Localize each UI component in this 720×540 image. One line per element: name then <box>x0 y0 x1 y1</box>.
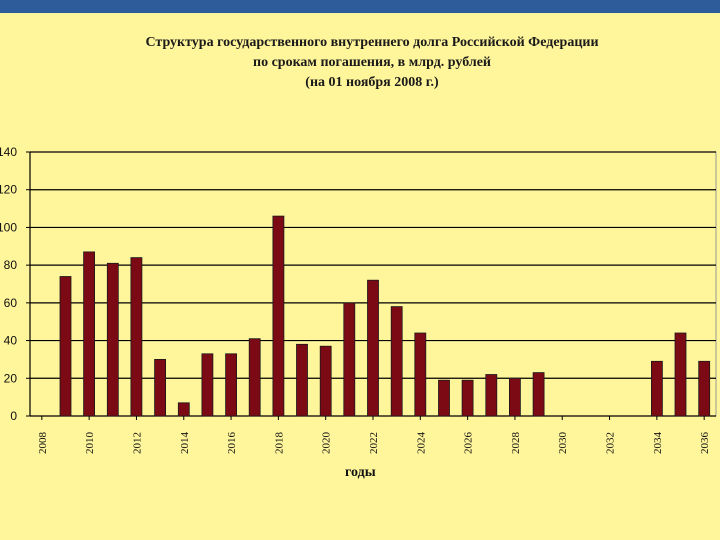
x-tick-label: 2024 <box>415 432 427 455</box>
y-tick-label: 20 <box>4 371 18 385</box>
x-tick-label: 2020 <box>321 432 333 455</box>
x-tick-label: 2032 <box>605 432 617 454</box>
bar-2016 <box>225 353 238 417</box>
bar-2025 <box>438 379 450 417</box>
bar-2023 <box>390 306 403 417</box>
x-tick-label: 2012 <box>131 432 143 454</box>
bar-2018 <box>272 215 285 417</box>
bar-2028 <box>508 377 521 417</box>
chart-title-line-2: по срокам погашения, в млрд. рублей <box>253 55 491 70</box>
bar-2009 <box>59 276 72 417</box>
bar-2036 <box>698 360 711 417</box>
bar-2027 <box>485 374 498 417</box>
bar-2015 <box>201 353 214 417</box>
x-axis-label: годы <box>345 465 376 480</box>
bar-2035 <box>674 332 687 417</box>
bar-2022 <box>367 279 379 417</box>
x-tick-label: 2022 <box>368 432 380 454</box>
bar-2026 <box>461 379 474 417</box>
x-tick-label: 2036 <box>699 432 711 455</box>
bar-2012 <box>130 257 143 417</box>
y-tick-label: 140 <box>0 145 17 159</box>
x-tick-label: 2030 <box>557 432 569 455</box>
y-tick-label: 0 <box>10 409 17 423</box>
plot-area: 0 20 40 60 80 100 120 140 2008 2010 2012 2014 2016 20… <box>0 145 717 455</box>
y-tick-label: 80 <box>4 258 18 272</box>
bar-2034 <box>651 360 663 417</box>
chart-title: Структура государственного внутреннего д… <box>0 33 720 93</box>
bar-2013 <box>154 358 167 417</box>
bar-2011 <box>106 262 119 417</box>
x-tick-label: 2018 <box>273 432 285 455</box>
x-tick-label: 2026 <box>463 432 475 455</box>
y-tick-label: 120 <box>0 183 17 197</box>
x-tick-label: 2014 <box>179 432 191 455</box>
y-tick-label: 100 <box>0 220 17 234</box>
bar-2020 <box>319 345 332 417</box>
y-tick-label: 40 <box>4 334 18 348</box>
chart-title-line-3: (на 01 ноября 2008 г.) <box>305 75 439 90</box>
top-banner <box>0 0 720 13</box>
bar-2029 <box>532 372 545 417</box>
x-tick-label: 2008 <box>37 432 49 455</box>
y-tick-label: 60 <box>4 296 18 310</box>
chart-title-line-1: Структура государственного внутреннего д… <box>145 35 599 50</box>
bar-2019 <box>296 343 308 417</box>
bar-2014 <box>177 402 190 417</box>
x-tick-label: 2010 <box>84 432 96 455</box>
x-tick-label: 2034 <box>652 432 664 455</box>
x-tick-label: 2016 <box>226 432 238 455</box>
bar-2024 <box>414 332 427 417</box>
bar-2017 <box>248 338 261 417</box>
bar-2021 <box>343 302 356 417</box>
x-tick-label: 2028 <box>510 432 522 455</box>
bar-2010 <box>83 251 95 417</box>
